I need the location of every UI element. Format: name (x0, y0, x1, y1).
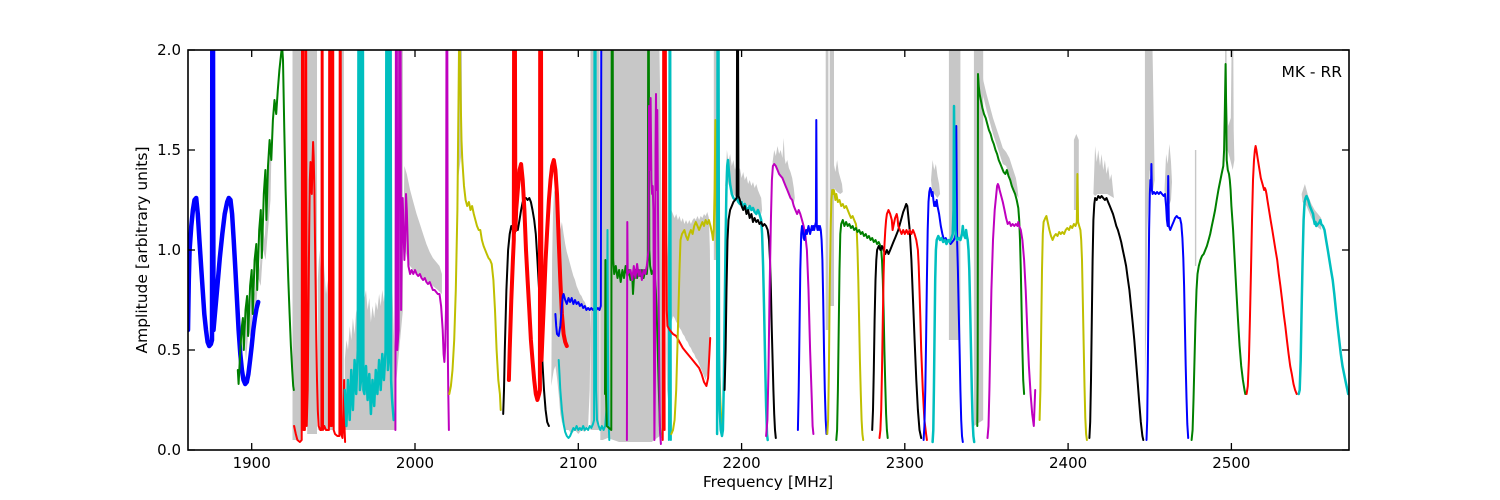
gray-region-2 (307, 50, 317, 434)
gray-region-21 (931, 160, 941, 198)
series-m-27 (986, 183, 1037, 439)
y-tick-label: 0.0 (157, 441, 181, 459)
gray-region-16 (725, 150, 763, 214)
corner-annotation: MK - RR (1281, 63, 1342, 81)
y-axis-label: Amplitude [arbitrary units] (133, 147, 151, 354)
series-y-20 (826, 189, 865, 441)
series-c-13 (667, 50, 672, 441)
gray-region-29 (1194, 150, 1197, 266)
series-b-19 (796, 119, 828, 435)
gray-region-18 (825, 50, 829, 330)
series-k-29 (1088, 195, 1145, 441)
x-tick-label: 2400 (1049, 454, 1087, 472)
y-tick-label: 0.5 (157, 341, 181, 359)
x-tick-label: 1900 (233, 454, 271, 472)
series-b-0 (188, 50, 261, 387)
series-y-28 (1038, 173, 1088, 441)
series-r-2 (293, 50, 347, 443)
series-r-7 (506, 50, 569, 402)
tick-marks (188, 49, 1349, 451)
series-g-31 (1190, 63, 1247, 441)
x-tick-label: 2300 (886, 454, 924, 472)
series-r-12 (661, 50, 666, 441)
x-tick-label: 2500 (1212, 454, 1250, 472)
axes: 1900 2000 2100 2200 2300 2400 2500 0.0 0.5 1.0 1.5… (133, 41, 1350, 491)
series-r-14 (664, 50, 712, 387)
series-c-3 (343, 50, 395, 428)
series-m-4 (394, 50, 450, 431)
gray-region-26 (1093, 146, 1114, 198)
series-b-30 (1145, 163, 1190, 441)
gray-region-24 (981, 60, 1019, 198)
y-tick-label: 1.5 (157, 141, 181, 159)
series-c-25 (931, 104, 976, 444)
series-g-21 (835, 219, 889, 441)
series-m-18 (765, 163, 815, 437)
gray-region-8 (403, 166, 442, 294)
series-y-5 (448, 50, 502, 411)
gray-region-20 (832, 160, 843, 194)
gray-region-14 (666, 210, 711, 400)
series-c-33 (1297, 194, 1349, 396)
x-axis-label: Frequency [MHz] (703, 473, 833, 491)
gray-region-1 (292, 50, 302, 440)
x-tick-label: 2200 (723, 454, 761, 472)
series-b-24 (922, 125, 964, 443)
y-tick-label: 2.0 (157, 41, 181, 59)
x-tick-label: 2100 (559, 454, 597, 472)
bandpass-traces (188, 50, 1349, 445)
series-r-32 (1245, 145, 1298, 395)
series-c-9 (557, 50, 611, 441)
x-tick-label: 2000 (396, 454, 434, 472)
series-r-23 (878, 209, 928, 441)
gray-region-27 (1144, 50, 1155, 390)
series-m-11 (625, 93, 662, 445)
gray-region-13 (600, 50, 663, 442)
series-g-26 (976, 73, 1026, 427)
gray-region-17 (772, 138, 795, 204)
series-k-22 (871, 203, 923, 439)
y-tick-label: 1.0 (157, 241, 181, 259)
tick-labels: 1900 2000 2100 2200 2300 2400 2500 0.0 0.5 1.0 1.5… (157, 41, 1250, 472)
series-g-1 (236, 50, 295, 391)
